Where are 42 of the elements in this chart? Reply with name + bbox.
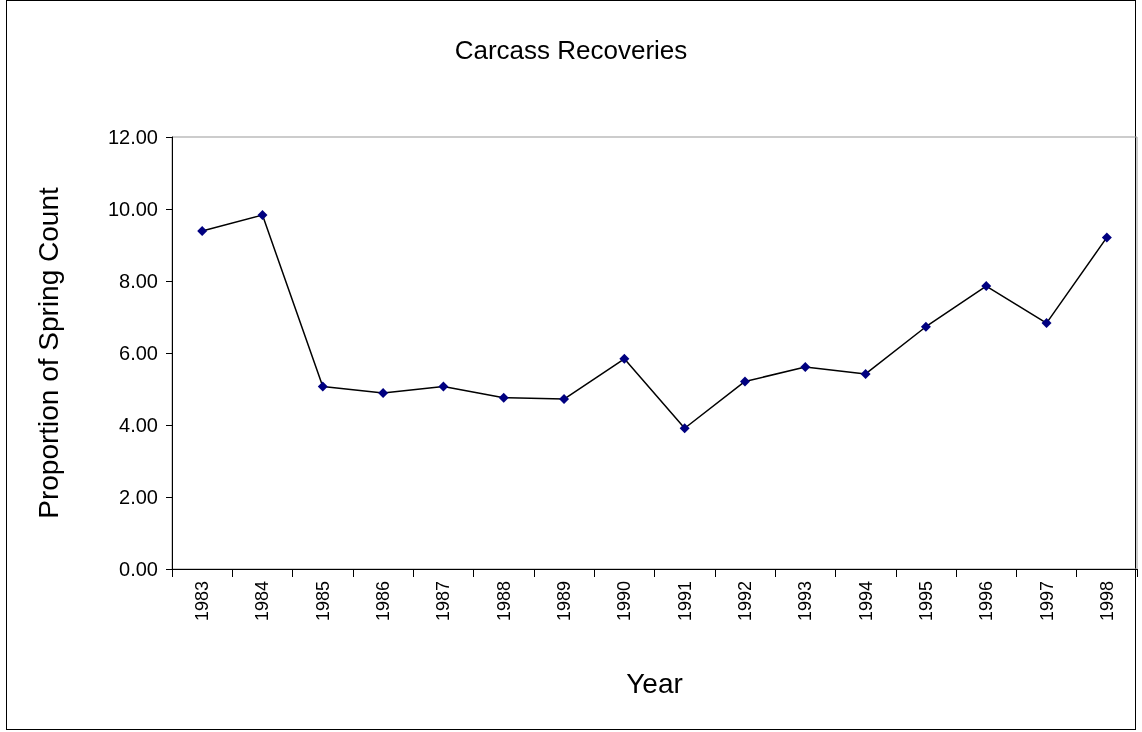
x-axis-title: Year (626, 667, 683, 699)
point (739, 376, 750, 387)
y-tick-label: 8.00 (119, 270, 158, 292)
x-tick-label: 1991 (674, 581, 695, 622)
point (981, 281, 992, 292)
x-tick-label: 1985 (312, 581, 333, 622)
point (679, 423, 690, 434)
x-tick-label: 1986 (373, 581, 394, 622)
x-tick-label: 1984 (252, 581, 273, 622)
y-tick-label: 0.00 (119, 558, 158, 580)
y-axis-title: Proportion of Spring Count (32, 187, 64, 519)
x-tick-label: 1995 (915, 581, 936, 622)
y-tick-label: 4.00 (119, 414, 158, 436)
point (257, 210, 268, 221)
x-tick-label: 1990 (614, 581, 635, 622)
x-tick-label: 1989 (554, 581, 575, 622)
y-tick-label: 6.00 (119, 342, 158, 364)
point (920, 321, 931, 332)
point (317, 381, 328, 392)
x-tick-label: 1988 (493, 581, 514, 622)
point (800, 362, 811, 373)
point (438, 381, 449, 392)
x-tick-label: 1993 (795, 581, 816, 622)
x-tick-label: 1997 (1036, 581, 1057, 622)
x-tick-label: 1998 (1096, 581, 1117, 622)
x-tick-label: 1987 (433, 581, 454, 622)
point (197, 225, 208, 236)
point (619, 353, 630, 364)
point (378, 387, 389, 398)
y-tick-label: 12.00 (107, 126, 158, 148)
chart-title: Carcass Recoveries (454, 35, 688, 65)
point (860, 368, 871, 379)
point (1041, 318, 1052, 329)
point (559, 394, 570, 405)
point (1101, 232, 1112, 243)
x-tick-label: 1994 (855, 581, 876, 622)
x-tick-label: 1996 (976, 581, 997, 622)
x-tick-label: 1983 (192, 581, 213, 622)
x-tick-label: 1992 (734, 581, 755, 622)
point (498, 392, 509, 403)
y-tick-label: 2.00 (119, 486, 158, 508)
y-tick-label: 10.00 (107, 198, 158, 220)
